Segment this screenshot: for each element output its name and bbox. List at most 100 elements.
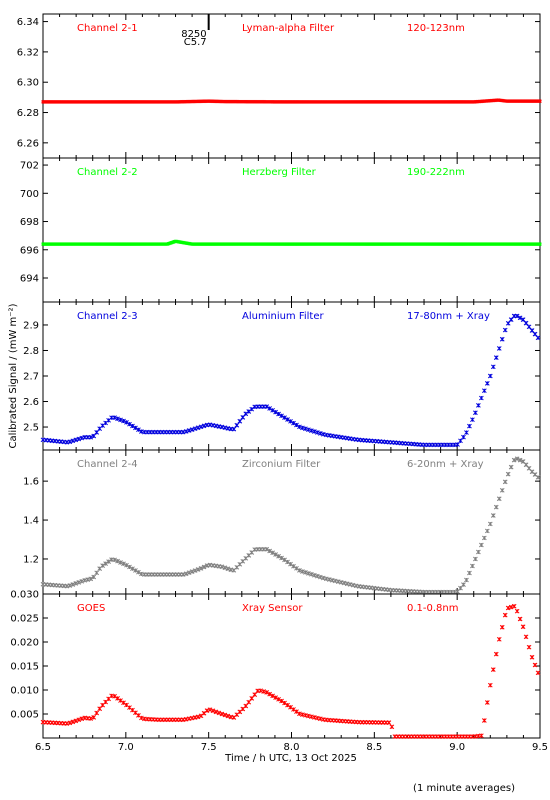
y-tick-label: 698	[20, 217, 39, 228]
data-point	[496, 636, 502, 642]
data-point	[210, 708, 216, 714]
data-point	[270, 693, 275, 699]
data-point	[124, 419, 129, 425]
data-point	[479, 542, 484, 548]
data-point	[467, 570, 472, 576]
panel-frame	[42, 13, 541, 159]
data-point	[94, 570, 100, 576]
data-point	[499, 336, 505, 342]
data-point	[264, 690, 270, 695]
data-point	[273, 552, 278, 557]
data-point	[535, 335, 541, 341]
data-point	[252, 692, 258, 697]
data-point	[484, 700, 490, 705]
data-point	[502, 612, 508, 618]
data-point	[133, 568, 138, 573]
data-point	[476, 549, 481, 555]
data-point	[189, 569, 195, 574]
y-tick-label: 1.4	[23, 516, 39, 527]
data-point	[484, 528, 490, 534]
x-tick-label: 9.0	[449, 742, 465, 753]
data-point	[282, 700, 287, 706]
data-point	[124, 562, 129, 568]
data-point	[502, 479, 508, 485]
data-point	[538, 99, 542, 104]
data-point	[493, 504, 499, 510]
data-point	[88, 716, 94, 721]
data-point	[514, 313, 520, 319]
panel-label: 17-80nm + Xray	[407, 311, 490, 322]
data-point	[133, 425, 138, 431]
data-point	[291, 420, 296, 426]
panel-label: 0.1-0.8nm	[407, 603, 459, 614]
data-point	[487, 521, 493, 527]
y-tick-label: 0.005	[10, 710, 39, 721]
data-point	[294, 709, 299, 714]
panel-label: Xray Sensor	[242, 603, 303, 614]
data-point	[231, 426, 237, 432]
data-point	[535, 670, 541, 676]
data-point	[112, 557, 117, 563]
data-point	[186, 570, 192, 576]
y-tick-label: 0.020	[10, 638, 39, 649]
data-point	[517, 457, 523, 463]
data-point	[276, 553, 281, 559]
data-point	[529, 654, 535, 660]
data-point	[276, 411, 281, 417]
panel-label: Channel 2-3	[77, 311, 138, 322]
data-point	[118, 698, 123, 703]
data-point	[496, 346, 502, 351]
data-point	[470, 563, 475, 569]
panel-label: Lyman-alpha Filter	[242, 23, 335, 34]
y-tick-label: 2.7	[23, 372, 39, 383]
data-point	[386, 720, 392, 725]
data-point	[88, 576, 94, 582]
data-point	[288, 561, 293, 567]
data-point	[511, 457, 517, 463]
data-point	[243, 703, 249, 709]
data-point	[237, 418, 243, 424]
panel-label: 190-222nm	[407, 167, 465, 178]
data-point	[279, 698, 284, 704]
data-point	[249, 696, 255, 701]
data-point	[192, 568, 198, 573]
data-point	[487, 682, 493, 688]
data-point	[279, 413, 284, 419]
data-point	[183, 571, 189, 577]
y-tick-label: 2.9	[23, 320, 39, 331]
data-point	[473, 410, 478, 416]
x-axis-title: Time / h UTC, 13 Oct 2025	[224, 753, 357, 764]
y-tick-label: 2.6	[23, 397, 39, 408]
y-axis-title: Calibrated Signal / (mW m⁻²)	[8, 303, 19, 448]
data-point	[264, 404, 270, 409]
data-point	[100, 563, 105, 568]
data-point	[273, 695, 278, 700]
data-point	[207, 707, 213, 713]
panel-label: Herzberg Filter	[242, 167, 317, 178]
data-point	[297, 568, 302, 573]
data-point	[73, 718, 79, 724]
data-point	[520, 624, 526, 630]
data-point	[499, 624, 505, 630]
data-point	[115, 696, 120, 701]
data-point	[490, 364, 496, 370]
data-point	[479, 395, 484, 401]
data-point	[115, 558, 120, 564]
data-point	[464, 577, 469, 583]
data-point	[294, 565, 299, 571]
y-tick-label: 6.32	[17, 47, 39, 58]
panel-label: GOES	[77, 603, 105, 614]
x-tick-label: 6.5	[35, 742, 51, 753]
panel-frame	[42, 593, 541, 739]
y-tick-label: 1.6	[23, 477, 39, 488]
y-tick-label: 0.030	[10, 590, 39, 601]
data-point	[523, 634, 529, 640]
data-point	[198, 566, 204, 571]
data-point	[508, 464, 514, 470]
panel-label: 120-123nm	[407, 23, 465, 34]
data-point	[288, 704, 293, 710]
data-point	[291, 563, 296, 569]
data-point	[461, 582, 466, 588]
x-tick-label: 8.5	[366, 742, 382, 753]
